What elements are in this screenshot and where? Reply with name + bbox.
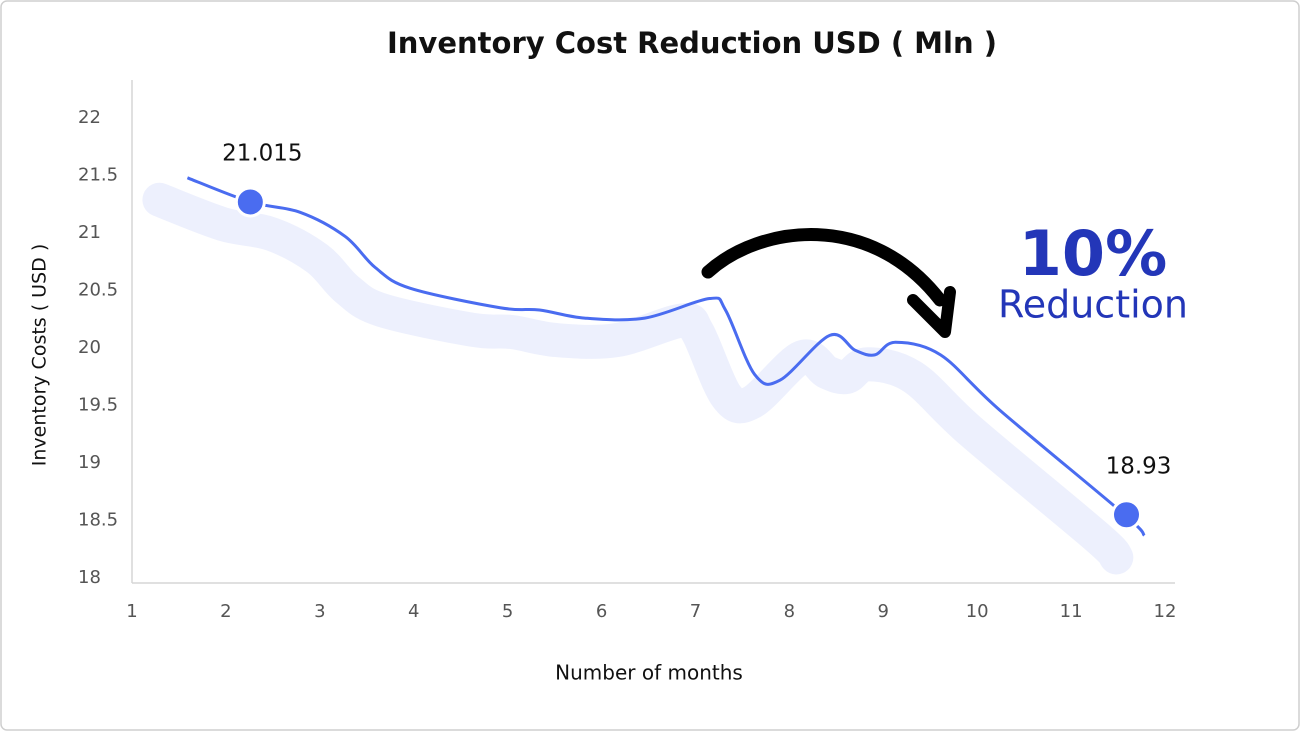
line-shadow xyxy=(142,182,1134,575)
y-tick-label: 21 xyxy=(78,222,101,243)
chart-title: Inventory Cost Reduction USD ( Mln ) xyxy=(387,26,997,60)
x-tick-label: 1 xyxy=(126,601,137,622)
y-tick-label: 18.5 xyxy=(78,510,118,531)
x-tick-label: 4 xyxy=(408,601,419,622)
x-tick-label: 12 xyxy=(1154,601,1177,622)
y-tick-label: 22 xyxy=(78,107,101,128)
callout-text: Reduction xyxy=(998,283,1188,327)
x-tick-label: 3 xyxy=(314,601,325,622)
x-axis-label: Number of months xyxy=(555,661,743,685)
y-tick-label: 18 xyxy=(78,567,101,588)
line xyxy=(186,176,1146,537)
x-tick-label: 8 xyxy=(784,601,795,622)
x-tick-label: 7 xyxy=(690,601,701,622)
arrow-head xyxy=(907,286,956,338)
y-tick-label: 20 xyxy=(78,337,101,358)
callout-headline: 10% xyxy=(1019,217,1167,290)
y-axis-label: Inventory Costs ( USD ) xyxy=(29,244,51,466)
x-tick-label: 2 xyxy=(220,601,231,622)
x-tick-label: 9 xyxy=(878,601,889,622)
point-label: 18.93 xyxy=(1106,453,1172,479)
y-tick-label: 19.5 xyxy=(78,395,118,416)
y-tick-label: 21.5 xyxy=(78,165,118,186)
y-tick-label: 19 xyxy=(78,452,101,473)
highlight-point xyxy=(234,186,266,218)
y-tick-label: 20.5 xyxy=(78,280,118,301)
x-tick-label: 6 xyxy=(596,601,607,622)
x-tick-label: 10 xyxy=(966,601,989,622)
point-label: 21.015 xyxy=(222,140,302,166)
x-tick-label: 11 xyxy=(1060,601,1083,622)
x-tick-label: 5 xyxy=(502,601,513,622)
arrow xyxy=(701,228,947,307)
highlight-point xyxy=(1110,499,1142,531)
